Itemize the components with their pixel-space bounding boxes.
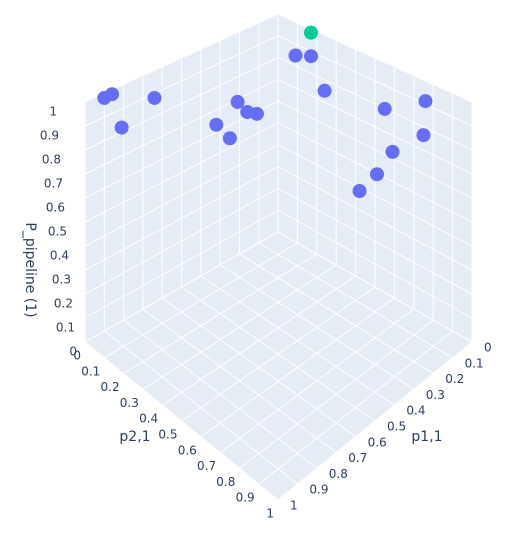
- grid-line: [277, 78, 473, 175]
- grid-line: [84, 187, 279, 295]
- z-axis-title: P_pipeline (1): [22, 222, 38, 317]
- grid-line: [84, 13, 279, 103]
- x-tick-label: 0.4: [406, 404, 425, 418]
- data-point: [385, 144, 400, 159]
- y-tick-label: 0.6: [178, 443, 197, 457]
- data-point: [114, 120, 129, 135]
- z-tick-label: 0.1: [56, 321, 75, 335]
- y-axis-title: p2,1: [119, 429, 150, 445]
- z-tick-label: 0.5: [48, 225, 67, 239]
- floor-pane: [85, 232, 472, 500]
- grid-line: [277, 57, 473, 151]
- x-tick-label: 0.8: [329, 467, 348, 481]
- z-tick-label: 0.9: [40, 129, 59, 143]
- data-point: [317, 83, 332, 98]
- z-tick-label: 0.7: [44, 177, 63, 191]
- grid-line: [277, 209, 473, 319]
- grid-line: [161, 275, 356, 406]
- y-tick-label: 0.9: [236, 491, 255, 505]
- x-tick-label: 0.3: [426, 388, 445, 402]
- y-tick-label: 1: [266, 507, 274, 521]
- z-tick-label: 0.2: [54, 297, 73, 311]
- data-point: [249, 106, 264, 121]
- grid-line: [104, 242, 298, 359]
- grid-line: [181, 286, 376, 422]
- x-axis-title: p1,1: [411, 429, 442, 445]
- data-point: [418, 94, 433, 109]
- z-tick-label: 0.4: [50, 249, 69, 263]
- data-point: [222, 131, 237, 146]
- grid-line: [277, 231, 473, 343]
- grid-line: [84, 166, 279, 271]
- x-tick-label: 0: [484, 341, 492, 355]
- grid-line: [277, 144, 473, 247]
- y-tick-label: 0.3: [120, 396, 139, 410]
- grid-line: [84, 144, 279, 247]
- data-point: [304, 49, 319, 64]
- z-tick-label: 0.3: [52, 273, 71, 287]
- y-tick-label: 0.7: [197, 459, 216, 473]
- y-tick-label: 0.2: [101, 380, 120, 394]
- x-tick-label: 0.1: [465, 356, 484, 370]
- data-point: [377, 101, 392, 116]
- grid-line: [277, 187, 473, 295]
- grid-line: [258, 330, 453, 485]
- y-tick-label: 0.8: [216, 475, 235, 489]
- grid-line: [123, 253, 318, 375]
- x-tick-label: 0.7: [348, 451, 367, 465]
- z-tick-label: 0.8: [42, 153, 61, 167]
- z-tick-label: 0: [69, 345, 77, 359]
- grid-line: [84, 35, 279, 127]
- x-tick-label: 0.6: [368, 435, 387, 449]
- y-tick-label: 0.5: [158, 428, 177, 442]
- data-point: [288, 48, 303, 63]
- grid-line: [84, 209, 279, 319]
- grid-line: [200, 297, 395, 438]
- grid-line: [239, 319, 434, 469]
- data-point: [303, 25, 318, 40]
- data-point: [369, 167, 384, 182]
- grid-line: [84, 231, 279, 343]
- grid-line: [277, 341, 473, 501]
- x-tick-label: 0.2: [445, 372, 464, 386]
- grid-line: [84, 57, 279, 151]
- grid-line: [84, 78, 279, 175]
- grid-line: [219, 308, 415, 454]
- grid-line: [277, 100, 473, 199]
- data-point: [352, 184, 367, 199]
- grid-line: [277, 166, 473, 271]
- x-tick-label: 1: [290, 499, 298, 513]
- y-tick-label: 0.1: [81, 364, 100, 378]
- y-tick-label: 0: [73, 349, 81, 363]
- x-tick-label: 0.5: [387, 420, 406, 434]
- data-point: [147, 90, 162, 105]
- grid-line: [84, 122, 279, 223]
- data-point: [416, 128, 431, 143]
- y-tick-label: 0.4: [139, 412, 158, 426]
- grid-line: [142, 264, 337, 390]
- z-tick-label: 0.6: [46, 201, 65, 215]
- data-point: [209, 117, 224, 132]
- z-tick-label: 1: [49, 105, 57, 119]
- data-point: [105, 87, 120, 102]
- data-point: [230, 94, 245, 109]
- x-tick-label: 0.9: [309, 483, 328, 497]
